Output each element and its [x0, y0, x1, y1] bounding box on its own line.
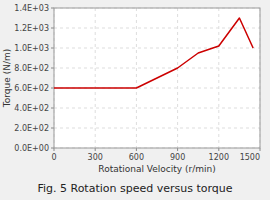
x-tick-label: 0	[51, 153, 56, 162]
y-tick-label: 6.0E+02	[14, 84, 49, 93]
y-tick-label: 4.0E+02	[14, 104, 49, 113]
x-tick-label: 1200	[209, 153, 229, 162]
y-tick-label: 2.0E+02	[14, 124, 49, 133]
grid	[54, 8, 260, 148]
x-axis-label: Rotational Velocity (r/min)	[98, 164, 215, 174]
y-grid-line	[54, 68, 260, 69]
y-grid-line	[54, 48, 260, 49]
x-grid-line	[218, 8, 219, 148]
line	[54, 18, 253, 88]
y-grid-line	[54, 108, 260, 109]
chart: 0.0E+00 2.0E+02 4.0E+02 6.0E+02 8.0E+02 1.0E+…	[0, 0, 270, 200]
x-grid-line	[136, 8, 137, 148]
x-grid-line	[177, 8, 178, 148]
x-tick-label: 600	[129, 153, 144, 162]
x-tick-label: 900	[170, 153, 185, 162]
y-grid-line	[54, 28, 260, 29]
y-axis-label: Torque (N/m)	[2, 49, 12, 108]
x-tick-label: 1500	[240, 153, 260, 162]
y-tick-label: 8.0E+02	[14, 64, 49, 73]
series-group	[54, 18, 253, 88]
plot-frame	[54, 8, 260, 148]
axes: 0.0E+00 2.0E+02 4.0E+02 6.0E+02 8.0E+02 1.0E+…	[14, 4, 260, 162]
y-tick-label: 0.0E+00	[14, 144, 49, 153]
x-grid-line	[95, 8, 96, 148]
x-tick-label: 300	[88, 153, 103, 162]
caption: Fig. 5 Rotation speed versus torque	[37, 182, 232, 195]
y-tick-label: 1.4E+03	[14, 4, 49, 13]
y-grid-line	[54, 128, 260, 129]
plot-area	[54, 8, 260, 148]
y-tick-label: 1.2E+03	[14, 24, 49, 33]
y-tick-label: 1.0E+03	[14, 44, 49, 53]
